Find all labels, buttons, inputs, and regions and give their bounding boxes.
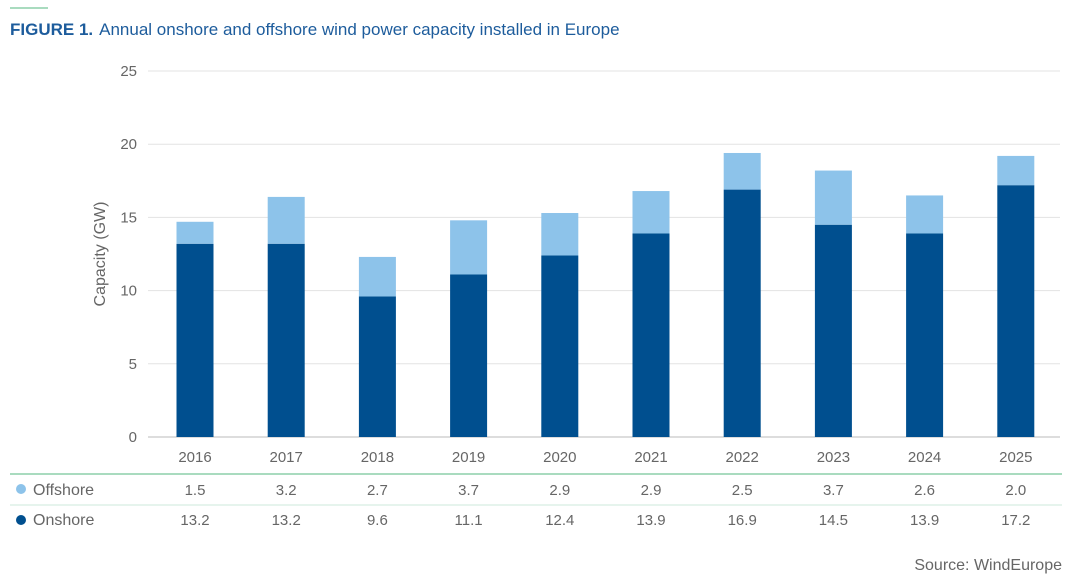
x-tick-label: 2020 — [543, 449, 576, 466]
bar-offshore-2020 — [541, 213, 579, 256]
bar-onshore-2016 — [176, 243, 214, 437]
x-tick-label: 2024 — [908, 449, 941, 466]
y-tick-label: 15 — [120, 209, 137, 226]
onshore-value-label: 13.9 — [910, 512, 939, 529]
legend-onshore-marker — [16, 515, 26, 525]
source-note: Source: WindEurope — [914, 557, 1062, 574]
legend-onshore-label: Onshore — [33, 512, 94, 529]
bar-offshore-2023 — [814, 170, 852, 225]
offshore-value-label: 2.0 — [1005, 482, 1026, 499]
offshore-value-label: 2.7 — [367, 482, 388, 499]
onshore-value-label: 14.5 — [819, 512, 848, 529]
bar-onshore-2021 — [632, 233, 670, 437]
onshore-value-label: 13.2 — [180, 512, 209, 529]
decorative-rule — [10, 7, 48, 9]
x-tick-label: 2021 — [634, 449, 667, 466]
x-tick-label: 2025 — [999, 449, 1032, 466]
offshore-value-label: 1.5 — [185, 482, 206, 499]
bar-offshore-2017 — [267, 196, 305, 244]
x-tick-label: 2022 — [726, 449, 759, 466]
y-tick-label: 25 — [120, 63, 137, 80]
x-tick-label: 2023 — [817, 449, 850, 466]
onshore-value-label: 9.6 — [367, 512, 388, 529]
offshore-value-label: 3.7 — [458, 482, 479, 499]
bar-offshore-2022 — [723, 152, 761, 190]
bar-onshore-2019 — [450, 274, 488, 437]
y-tick-label: 5 — [129, 356, 137, 373]
offshore-value-label: 2.9 — [549, 482, 570, 499]
y-tick-label: 0 — [129, 429, 137, 446]
onshore-value-label: 11.1 — [455, 512, 483, 529]
x-tick-label: 2016 — [178, 449, 211, 466]
legend-offshore-label: Offshore — [33, 482, 94, 499]
x-tick-label: 2017 — [270, 449, 303, 466]
bar-offshore-2018 — [358, 256, 396, 297]
bar-onshore-2018 — [358, 296, 396, 437]
offshore-value-label: 2.6 — [914, 482, 935, 499]
figure-label: FIGURE 1. — [10, 20, 94, 39]
onshore-value-label: 17.2 — [1001, 512, 1030, 529]
y-tick-label: 20 — [120, 136, 137, 153]
offshore-value-label: 3.2 — [276, 482, 297, 499]
bar-offshore-2019 — [450, 220, 488, 275]
bar-onshore-2020 — [541, 255, 579, 437]
bar-onshore-2017 — [267, 243, 305, 437]
offshore-value-label: 3.7 — [823, 482, 844, 499]
offshore-value-label: 2.5 — [732, 482, 753, 499]
bar-offshore-2025 — [997, 155, 1035, 186]
x-tick-label: 2018 — [361, 449, 394, 466]
bar-offshore-2021 — [632, 191, 670, 234]
onshore-value-label: 12.4 — [545, 512, 574, 529]
offshore-value-label: 2.9 — [641, 482, 662, 499]
y-axis-label: Capacity (GW) — [92, 202, 109, 307]
y-tick-label: 10 — [120, 283, 137, 300]
onshore-value-label: 13.9 — [636, 512, 665, 529]
legend-offshore-marker — [16, 484, 26, 494]
bar-onshore-2023 — [814, 224, 852, 437]
figure-title: FIGURE 1. Annual onshore and offshore win… — [10, 20, 620, 40]
bar-onshore-2022 — [723, 189, 761, 437]
bar-onshore-2024 — [906, 233, 944, 437]
onshore-value-label: 13.2 — [272, 512, 301, 529]
bar-offshore-2016 — [176, 221, 214, 244]
x-tick-label: 2019 — [452, 449, 485, 466]
figure-title-text: Annual onshore and offshore wind power c… — [99, 20, 620, 39]
bar-offshore-2024 — [906, 195, 944, 234]
onshore-value-label: 16.9 — [728, 512, 757, 529]
bar-onshore-2025 — [997, 185, 1035, 437]
